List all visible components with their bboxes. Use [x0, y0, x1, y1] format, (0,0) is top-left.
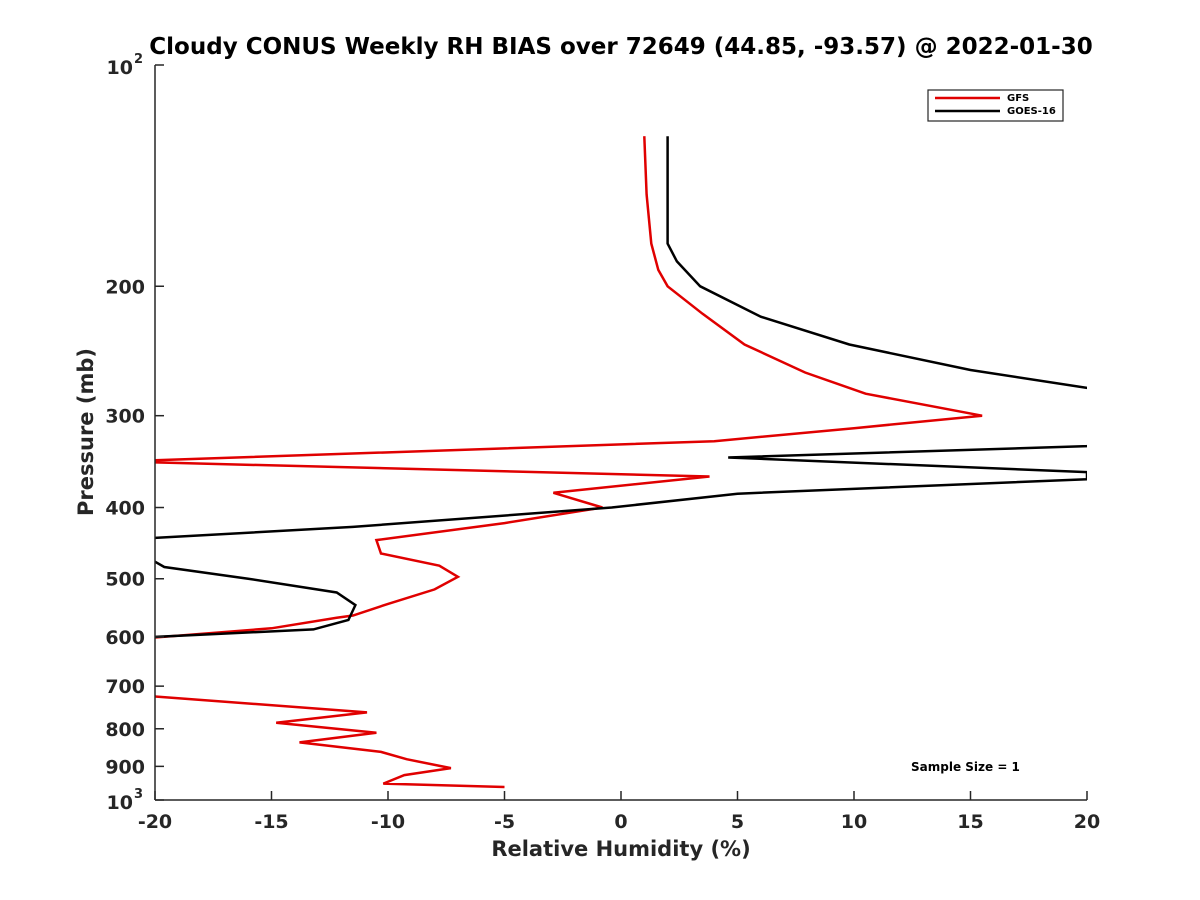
y-tick-label-base: 10: [107, 57, 133, 79]
x-axis-label: Relative Humidity (%): [491, 837, 750, 861]
y-axis-label: Pressure (mb): [74, 348, 98, 516]
x-tick-label: -15: [254, 811, 288, 833]
y-tick-label: 400: [105, 498, 145, 520]
y-tick-label-base: 10: [107, 792, 133, 814]
x-tick-label: 10: [841, 811, 867, 833]
y-tick-label: 200: [105, 276, 145, 298]
legend-label-gfs: GFS: [1007, 93, 1029, 104]
y-tick-label-exponent: 2: [134, 52, 143, 67]
y-tick-label: 600: [105, 627, 145, 649]
sample-size-annotation: Sample Size = 1: [911, 760, 1020, 774]
y-tick-label: 700: [105, 676, 145, 698]
x-tick-label: -5: [494, 811, 515, 833]
series-line-gfs: [155, 136, 983, 789]
y-tick-label: 500: [105, 569, 145, 591]
y-tick-label-exponent: 3: [134, 787, 143, 802]
x-tick-label: -20: [138, 811, 172, 833]
y-tick-label: 800: [105, 719, 145, 741]
series-layer: [155, 136, 1087, 789]
legend-box: [927, 89, 1064, 122]
legend-label-goes16: GOES-16: [1007, 106, 1056, 117]
y-tick-label: 300: [105, 406, 145, 428]
x-tick-label: 20: [1074, 811, 1100, 833]
y-tick-label: 900: [105, 756, 145, 778]
x-tick-label: 0: [614, 811, 627, 833]
chart-title: Cloudy CONUS Weekly RH BIAS over 72649 (…: [149, 34, 1092, 60]
legend: GFS GOES-16: [927, 89, 1064, 122]
x-tick-label: 5: [731, 811, 744, 833]
x-ticks: -20 -15 -10 -5 0 5 10 15 20: [138, 791, 1100, 833]
series-line-goes16: [155, 136, 1087, 639]
x-tick-label: 15: [957, 811, 983, 833]
x-tick-label: -10: [371, 811, 405, 833]
